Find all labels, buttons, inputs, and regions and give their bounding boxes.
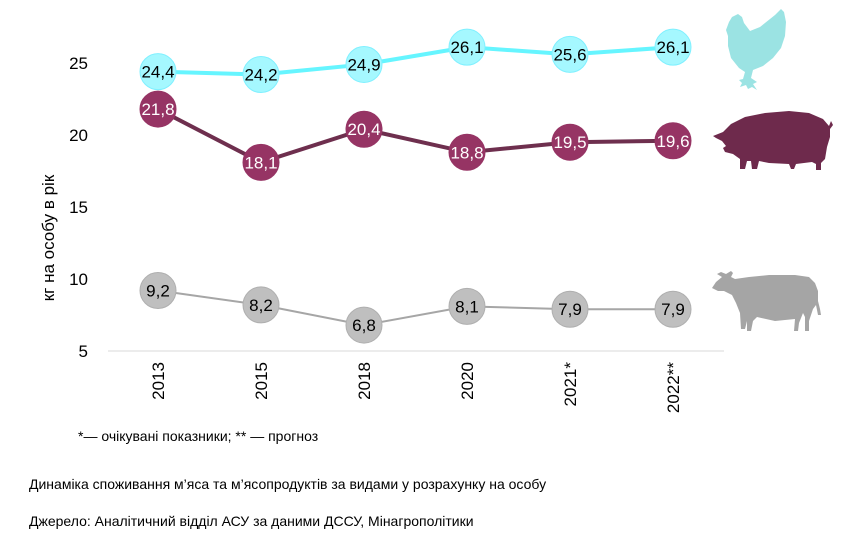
x-tick-label: 2021* xyxy=(561,362,580,407)
data-label: 20,4 xyxy=(347,120,380,139)
data-point xyxy=(139,272,177,310)
series-0: 24,4 24,2 24,9 26,1 25,6 26,1 xyxy=(139,28,692,94)
y-tick-label: 5 xyxy=(79,342,88,361)
y-tick-label: 20 xyxy=(69,126,88,145)
data-point xyxy=(551,123,589,161)
data-point xyxy=(448,28,486,66)
data-label: 25,6 xyxy=(553,45,586,64)
data-point xyxy=(654,122,692,160)
data-point xyxy=(345,306,383,344)
data-point xyxy=(345,110,383,148)
footnote: *— очікувані показники; ** — прогноз xyxy=(78,428,319,444)
x-tick-label: 2015 xyxy=(252,362,271,400)
data-point xyxy=(654,28,692,66)
data-label: 7,9 xyxy=(558,300,582,319)
data-point xyxy=(139,53,177,91)
series-1: 21,8 18,1 20,4 18,8 19,5 19,6 xyxy=(139,90,692,181)
chart-caption: Динаміка споживання м’яса та м’ясопродук… xyxy=(29,476,547,492)
data-point xyxy=(448,287,486,325)
data-label: 9,2 xyxy=(146,282,170,301)
y-tick-label: 25 xyxy=(69,54,88,73)
pig-icon xyxy=(713,111,833,170)
data-label: 26,1 xyxy=(450,38,483,57)
x-tick-label: 2022** xyxy=(664,362,683,413)
data-point xyxy=(448,133,486,171)
data-label: 19,6 xyxy=(656,132,689,151)
y-tick-label: 15 xyxy=(69,198,88,217)
data-label: 8,1 xyxy=(455,297,479,316)
series-2: 9,2 8,2 6,8 8,1 7,9 7,9 xyxy=(139,272,692,344)
data-label: 24,4 xyxy=(141,63,174,82)
source-note: Джерело: Аналітичний відділ АСУ за даним… xyxy=(29,513,474,529)
data-label: 8,2 xyxy=(249,296,273,315)
series-line xyxy=(157,289,673,327)
data-point xyxy=(654,290,692,328)
data-label: 26,1 xyxy=(656,38,689,57)
data-label: 18,8 xyxy=(450,143,483,162)
data-point xyxy=(551,290,589,328)
line-chart: 5 10 15 20 25 2013 2015 2018 2020 2021* 2022** кг н… xyxy=(39,9,833,413)
data-label: 18,1 xyxy=(244,153,277,172)
data-point xyxy=(345,45,383,83)
data-point xyxy=(242,56,280,94)
series-line xyxy=(157,107,674,165)
cow-icon xyxy=(712,271,821,331)
data-label: 19,5 xyxy=(553,133,586,152)
data-point xyxy=(242,143,280,181)
data-point xyxy=(551,35,589,73)
x-tick-label: 2013 xyxy=(149,362,168,400)
x-tick-label: 2020 xyxy=(458,362,477,400)
x-tick-label: 2018 xyxy=(355,362,374,400)
data-label: 21,8 xyxy=(141,100,174,119)
y-tick-label: 10 xyxy=(69,270,88,289)
data-label: 24,2 xyxy=(244,66,277,85)
chicken-icon xyxy=(726,9,786,90)
data-label: 7,9 xyxy=(661,300,685,319)
series-line xyxy=(157,45,674,77)
data-label: 24,9 xyxy=(347,55,380,74)
data-point xyxy=(139,90,177,128)
data-point xyxy=(242,286,280,324)
y-axis-label: кг на особу в рік xyxy=(39,174,58,301)
data-label: 6,8 xyxy=(352,316,376,335)
